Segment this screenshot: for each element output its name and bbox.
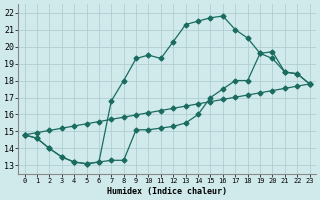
X-axis label: Humidex (Indice chaleur): Humidex (Indice chaleur) xyxy=(107,187,227,196)
